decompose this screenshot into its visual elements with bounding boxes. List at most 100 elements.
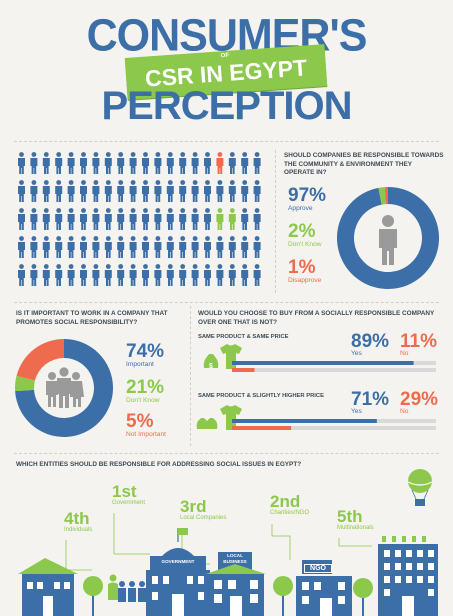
person-icon — [241, 236, 249, 258]
person-icon — [55, 152, 63, 174]
person-icon — [80, 152, 87, 174]
person-icon — [18, 208, 25, 230]
multinational-building-icon — [378, 536, 438, 616]
person-icon — [55, 180, 63, 202]
q2-stat-important: 74% Important — [126, 342, 164, 369]
person-icon — [204, 152, 211, 174]
q3-scenario-2-label: SAME PRODUCT & SLIGHTLY HIGHER PRICE — [198, 393, 324, 399]
person-icon — [191, 264, 199, 286]
stat-value: 5% — [126, 411, 154, 432]
person-icon — [92, 180, 100, 202]
product-icons: $ — [203, 344, 242, 370]
person-icon — [129, 236, 137, 258]
person-icon — [216, 236, 224, 258]
person-icon — [67, 236, 75, 258]
bar-yes — [232, 361, 414, 365]
person-icon — [117, 180, 125, 202]
person-icon — [117, 236, 125, 258]
person-icon — [253, 236, 261, 258]
local-business-building-icon — [206, 552, 266, 616]
q2-question: IS IT IMPORTANT TO WORK IN A COMPANY THA… — [16, 310, 168, 326]
person-icon — [216, 264, 224, 286]
person-icon — [228, 152, 236, 174]
rank-number: 5th — [337, 507, 363, 526]
stat-value: 21% — [126, 377, 165, 398]
q2-donut-chart — [15, 339, 114, 437]
person-icon — [117, 264, 125, 286]
person-icon — [42, 152, 50, 174]
person-icon — [42, 180, 50, 202]
person-icon — [67, 152, 75, 174]
bar-no — [232, 368, 255, 372]
person-icon — [55, 208, 63, 230]
q1-stat-approve: 97% Approve — [288, 186, 326, 213]
person-icon — [18, 180, 25, 202]
stat-value: 97% — [288, 185, 327, 206]
government-sign: GOVERNMENT — [150, 559, 206, 564]
person-icon — [104, 264, 112, 286]
person-icon — [55, 236, 63, 258]
bar-no — [232, 426, 292, 430]
person-icon — [179, 236, 187, 258]
rank-number: 2nd — [270, 492, 301, 511]
q3-s1-yes-value: 89% — [351, 331, 390, 352]
person-icon — [191, 152, 199, 174]
rank-entity: Multinationals — [337, 525, 374, 531]
person-icon — [379, 215, 397, 265]
tree-icon — [83, 576, 103, 616]
person-icon — [253, 264, 261, 286]
stat-label: Important — [126, 361, 154, 368]
person-icon — [179, 208, 187, 230]
person-icon — [92, 264, 100, 286]
ngo-building-icon — [296, 560, 352, 616]
person-icon — [241, 264, 249, 286]
person-icon — [191, 208, 199, 230]
donut-slice-not-important — [15, 375, 35, 392]
stat-value: 2% — [288, 221, 316, 242]
person-icon — [104, 152, 112, 174]
q2-stat-not-important: 5% Not Important — [126, 412, 166, 439]
person-icon — [30, 264, 38, 286]
person-icon — [241, 152, 249, 174]
person-icon — [92, 236, 100, 258]
divider — [14, 453, 439, 454]
person-icon — [253, 152, 261, 174]
bar-yes — [232, 419, 377, 423]
house-icon — [18, 558, 78, 616]
person-icon — [55, 264, 63, 286]
person-icon — [42, 264, 50, 286]
donut-slice-disapprove — [384, 187, 389, 205]
q3-question: WOULD YOU CHOOSE TO BUY FROM A SOCIALLY … — [198, 310, 435, 326]
sign-text: LOCAL BUSINESS — [223, 553, 247, 564]
person-icon — [18, 236, 25, 258]
rank-number: 4th — [64, 509, 90, 528]
person-icon — [104, 180, 112, 202]
q3-scenario-1-label: SAME PRODUCT & SAME PRICE — [198, 334, 289, 340]
person-icon — [154, 180, 162, 202]
person-icon — [154, 236, 162, 258]
person-icon — [117, 152, 125, 174]
person-icon — [129, 264, 137, 286]
ngo-sign: NGO — [304, 564, 332, 573]
q3-s2-yes-label: Yes — [351, 408, 362, 415]
person-icon — [191, 236, 199, 258]
person-icon — [67, 264, 75, 286]
divider — [275, 150, 276, 293]
person-icon — [216, 152, 224, 174]
donut-slice-dont-know — [16, 339, 65, 381]
callout-line — [338, 538, 372, 547]
title-line-3: PERCEPTION — [101, 84, 352, 128]
person-icon — [142, 152, 149, 174]
person-icon — [228, 236, 236, 258]
tree-icon — [273, 576, 293, 616]
donut-slice-approve — [337, 187, 439, 289]
person-icon — [30, 152, 38, 174]
person-icon — [204, 180, 211, 202]
person-icon — [30, 236, 38, 258]
government-building-icon — [146, 528, 210, 616]
stat-label: Disapprove — [288, 277, 322, 284]
rank-5-callout: 5th Multinationals — [337, 507, 374, 532]
person-icon — [166, 152, 174, 174]
person-icon — [253, 180, 261, 202]
q4-question: WHICH ENTITIES SHOULD BE RESPONSIBLE FOR… — [16, 461, 302, 468]
